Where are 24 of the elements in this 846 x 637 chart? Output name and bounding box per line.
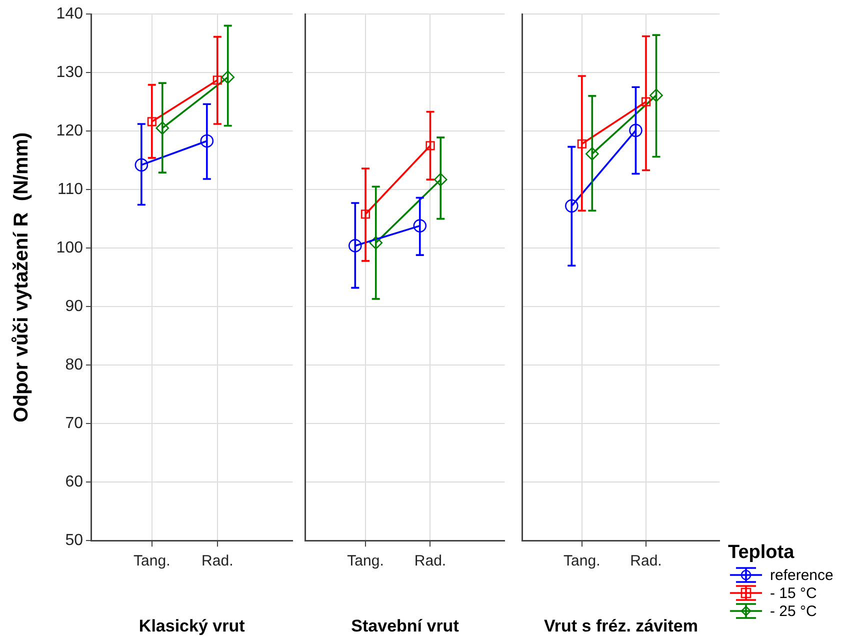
x-tick-label: Tang. (347, 552, 384, 570)
y-tick-label: 140 (56, 5, 84, 22)
x-tick-label: Rad. (414, 552, 446, 570)
y-tick-label: 120 (56, 122, 84, 140)
y-tick-label: 70 (65, 414, 84, 432)
y-tick-label: 100 (56, 239, 84, 256)
y-tick-label: 50 (65, 532, 84, 550)
y-tick-label: 80 (65, 356, 84, 374)
legend-label: - 25 °C (770, 602, 817, 620)
x-axis-title: Stavební vrut (351, 616, 460, 636)
x-tick-label: Tang. (564, 552, 600, 570)
x-tick-label: Rad. (202, 552, 234, 570)
legend-label: reference (770, 566, 834, 584)
y-tick-label: 90 (65, 298, 84, 315)
x-axis-title: Klasický vrut (138, 616, 246, 636)
legend-title: Teplota (728, 542, 796, 564)
y-tick-label: 60 (65, 473, 84, 490)
x-tick-label: Tang. (134, 552, 170, 570)
x-tick-label: Rad. (630, 552, 662, 570)
y-tick-label: 110 (57, 180, 84, 198)
y-tick-label: 130 (56, 64, 84, 81)
x-axis-title: Vrut s fréz. závitem (544, 616, 698, 636)
y-axis-title: Odpor vůči vytažení R (N/mm) (10, 132, 33, 422)
legend-label: - 15 °C (770, 584, 817, 602)
